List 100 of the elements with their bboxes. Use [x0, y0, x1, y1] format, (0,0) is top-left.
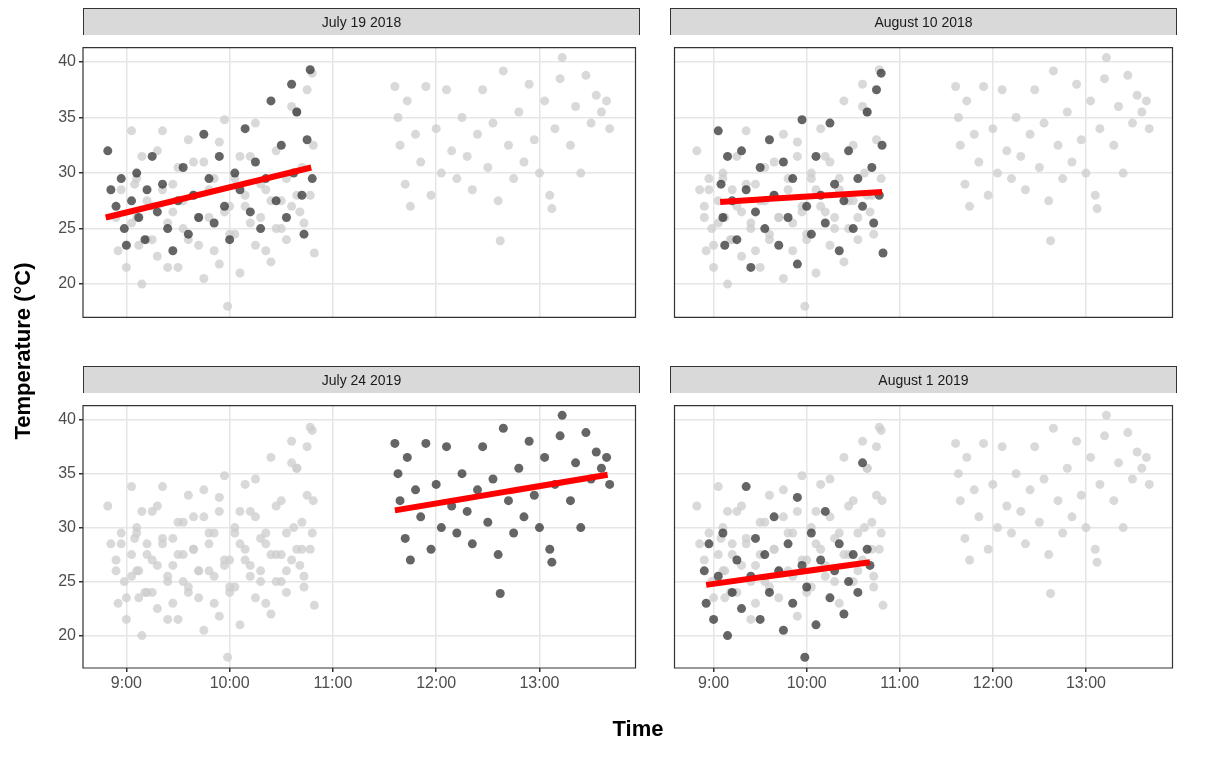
point	[152, 207, 162, 217]
point	[858, 458, 868, 468]
point	[240, 124, 250, 134]
point	[737, 604, 747, 614]
point	[493, 550, 503, 560]
point	[436, 523, 446, 533]
point	[250, 157, 260, 167]
point	[853, 587, 863, 597]
chart-title: August 1 2019	[670, 366, 1177, 393]
point	[488, 474, 498, 484]
chart-title: July 24 2019	[83, 366, 640, 393]
point	[457, 469, 467, 479]
x-tick-label: 11:00	[313, 674, 353, 692]
point	[266, 96, 276, 106]
point	[106, 185, 116, 195]
point	[820, 506, 830, 516]
point	[302, 135, 312, 145]
point	[737, 146, 747, 156]
point	[297, 190, 307, 200]
x-tick-label: 10:00	[209, 674, 250, 692]
x-tick-label: 10:00	[786, 674, 827, 692]
point	[839, 196, 849, 206]
point	[709, 614, 719, 624]
point	[390, 438, 400, 448]
point	[565, 496, 575, 506]
point	[591, 447, 601, 457]
point	[557, 410, 567, 420]
point	[555, 431, 565, 441]
point	[800, 652, 810, 662]
point	[806, 528, 816, 538]
point	[704, 539, 714, 549]
point	[783, 539, 793, 549]
y-tick-label: 40	[58, 410, 77, 428]
point	[788, 174, 798, 184]
point	[571, 458, 581, 468]
point	[602, 452, 612, 462]
point	[755, 614, 765, 624]
chart-title: July 19 2018	[83, 8, 640, 35]
point	[421, 438, 431, 448]
point	[723, 631, 733, 641]
point	[811, 151, 821, 161]
point	[741, 482, 751, 492]
point	[716, 179, 726, 189]
point	[853, 174, 863, 184]
point	[844, 577, 854, 587]
point	[540, 452, 550, 462]
x-tick-label: 13:00	[519, 674, 560, 692]
point	[820, 218, 830, 228]
point	[755, 163, 765, 173]
point	[811, 620, 821, 630]
x-tick-label: 9:00	[698, 674, 730, 692]
point	[400, 533, 410, 543]
point	[844, 146, 854, 156]
point	[514, 463, 524, 473]
point	[503, 496, 513, 506]
point	[219, 201, 229, 211]
point	[830, 179, 840, 189]
point	[405, 555, 415, 565]
point	[797, 115, 807, 125]
point	[760, 224, 770, 234]
point	[467, 539, 477, 549]
point	[534, 523, 544, 533]
y-tick-label: 30	[58, 163, 77, 181]
point	[214, 151, 224, 161]
point	[299, 229, 309, 239]
point	[778, 157, 788, 167]
x-tick-label: 13:00	[1065, 674, 1107, 692]
point	[225, 235, 235, 245]
point	[119, 224, 129, 234]
point	[271, 196, 281, 206]
point	[713, 571, 723, 581]
point	[395, 496, 405, 506]
point	[802, 201, 812, 211]
point	[718, 528, 728, 538]
point	[750, 533, 760, 543]
point	[495, 588, 505, 598]
point	[596, 463, 606, 473]
point	[834, 246, 844, 256]
point	[547, 557, 557, 567]
chart-title: August 10 2018	[670, 8, 1177, 35]
y-tick-label: 25	[58, 572, 77, 590]
x-tick-label: 12:00	[972, 674, 1013, 692]
point	[452, 528, 462, 538]
point	[416, 512, 426, 522]
point	[858, 201, 868, 211]
point	[426, 544, 436, 554]
point	[877, 140, 887, 150]
point	[209, 218, 219, 228]
point	[834, 539, 844, 549]
point	[281, 212, 291, 222]
point	[132, 168, 142, 178]
point	[869, 218, 879, 228]
point	[867, 163, 877, 173]
point	[720, 240, 730, 250]
y-tick-label: 40	[58, 52, 77, 70]
point	[713, 126, 723, 136]
point	[168, 246, 178, 256]
point	[764, 587, 774, 597]
point	[839, 609, 849, 619]
point	[473, 485, 482, 495]
